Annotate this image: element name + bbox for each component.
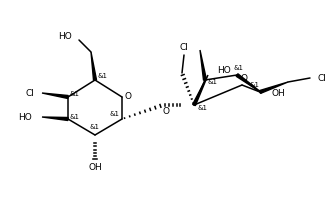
Text: Cl: Cl: [179, 43, 188, 51]
Text: HO: HO: [217, 65, 231, 74]
Text: &1: &1: [109, 111, 119, 117]
Text: O: O: [241, 73, 248, 83]
Text: &1: &1: [208, 79, 218, 85]
Text: &1: &1: [70, 91, 80, 97]
Text: Cl: Cl: [318, 73, 327, 83]
Text: &1: &1: [197, 105, 207, 111]
Polygon shape: [42, 93, 68, 98]
Text: &1: &1: [70, 114, 80, 120]
Polygon shape: [200, 50, 207, 80]
Text: HO: HO: [18, 112, 32, 122]
Text: &1: &1: [97, 73, 107, 79]
Text: &1: &1: [234, 65, 244, 71]
Polygon shape: [91, 52, 96, 80]
Polygon shape: [259, 82, 288, 93]
Polygon shape: [193, 75, 208, 106]
Polygon shape: [42, 117, 68, 121]
Text: Cl: Cl: [25, 88, 34, 98]
Text: OH: OH: [272, 88, 286, 98]
Text: O: O: [163, 107, 169, 115]
Text: &1: &1: [90, 124, 100, 130]
Polygon shape: [236, 74, 262, 93]
Text: HO: HO: [58, 32, 72, 41]
Text: &1: &1: [249, 82, 259, 88]
Text: OH: OH: [88, 164, 102, 173]
Text: O: O: [125, 91, 131, 100]
